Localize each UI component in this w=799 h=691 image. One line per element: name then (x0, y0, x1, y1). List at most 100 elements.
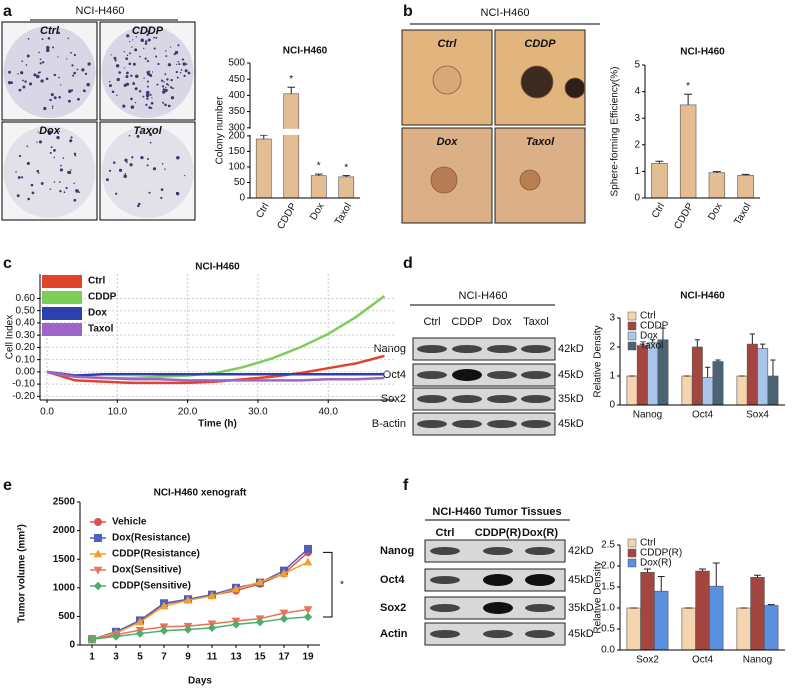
legend-label: CDDP(R) (640, 548, 682, 559)
band (521, 420, 551, 428)
bar (654, 590, 669, 651)
size-label: 45kD (568, 574, 594, 586)
y-tick-label: 1.0 (601, 603, 615, 614)
y-tick-label: 0 (609, 400, 615, 411)
row-label: Sox2 (380, 602, 406, 614)
colony (132, 62, 136, 66)
band (525, 574, 555, 586)
bar (757, 348, 769, 406)
colony (67, 37, 70, 40)
colony (156, 83, 159, 86)
colony (155, 36, 158, 39)
y-tick-label: 2000 (53, 525, 76, 536)
colony (129, 40, 131, 43)
photo-title: NCI-H460 (76, 5, 125, 17)
colony (16, 194, 20, 198)
colony (167, 63, 172, 67)
legend-swatch (42, 307, 82, 320)
y-tick-label: 0 (69, 640, 75, 651)
photo-label: Dox (39, 125, 61, 137)
colony (148, 191, 151, 194)
y-tick-label: 0.10 (16, 354, 36, 365)
bar (736, 375, 748, 406)
x-tick-label: Nanog (633, 410, 662, 421)
panel-label: e (3, 477, 12, 494)
colony (149, 93, 152, 96)
colony (148, 70, 151, 73)
chart-title: NCI-H460 xenograft (154, 488, 247, 499)
sphere (520, 65, 554, 99)
colony (72, 74, 75, 77)
colony (17, 176, 21, 179)
colony (130, 74, 133, 78)
colony (114, 59, 117, 62)
colony (17, 73, 19, 75)
colony (33, 73, 37, 77)
point (279, 614, 289, 623)
colony (70, 136, 73, 139)
colony (73, 198, 77, 202)
colony (134, 48, 138, 52)
band (525, 547, 555, 555)
point (87, 635, 97, 644)
lane-label: Taxol (523, 316, 549, 328)
colony (161, 85, 165, 88)
colony (146, 85, 149, 88)
colony (86, 82, 90, 87)
x-tick-label: 13 (230, 652, 242, 663)
colony (108, 169, 112, 172)
colony (18, 154, 22, 158)
bar (283, 93, 300, 199)
size-label: 45kD (568, 628, 594, 640)
legend-label: CDDP (640, 321, 669, 332)
point (303, 612, 313, 622)
x-tick-label: 9 (185, 652, 191, 663)
colony (149, 74, 153, 78)
point (231, 584, 241, 593)
colony (129, 52, 132, 55)
colony (175, 191, 180, 196)
colony (146, 80, 149, 83)
colony (62, 157, 65, 159)
y-tick-label: 400 (228, 90, 245, 101)
x-tick-label: 10.0 (108, 407, 128, 418)
colony (181, 58, 185, 61)
error-bar (699, 568, 706, 572)
significance-marker: * (317, 161, 321, 172)
error-bar (639, 343, 645, 346)
colony (21, 60, 24, 62)
colony (146, 97, 149, 100)
colony (60, 164, 62, 167)
colony (26, 145, 29, 148)
colony (52, 46, 55, 49)
colony (20, 71, 24, 75)
legend-label: CDDP(Sensitive) (112, 581, 191, 592)
colony (131, 46, 133, 48)
y-tick-label: 0.40 (16, 318, 36, 329)
colony (53, 73, 57, 77)
colony (126, 71, 129, 75)
band (452, 395, 482, 403)
series-line (91, 608, 309, 641)
band (483, 547, 513, 555)
x-tick-label: 20.0 (178, 407, 198, 418)
legend-swatch (627, 331, 637, 341)
colony (105, 178, 109, 182)
bar (255, 138, 272, 199)
x-tick-label: Taxol (333, 201, 354, 227)
y-tick-label: 2500 (53, 497, 76, 508)
colony (122, 104, 126, 108)
colony (136, 134, 140, 138)
y-tick-label: -0.20 (12, 391, 35, 402)
band (417, 371, 447, 379)
colony (58, 130, 60, 133)
colony (130, 97, 133, 101)
legend-label: Dox(R) (640, 558, 672, 569)
colony (129, 163, 133, 167)
bar (626, 607, 641, 651)
colony (167, 104, 171, 108)
colony (39, 58, 42, 61)
colony (131, 156, 134, 159)
y-tick-label: 3 (609, 313, 615, 324)
legend-swatch (627, 548, 637, 558)
